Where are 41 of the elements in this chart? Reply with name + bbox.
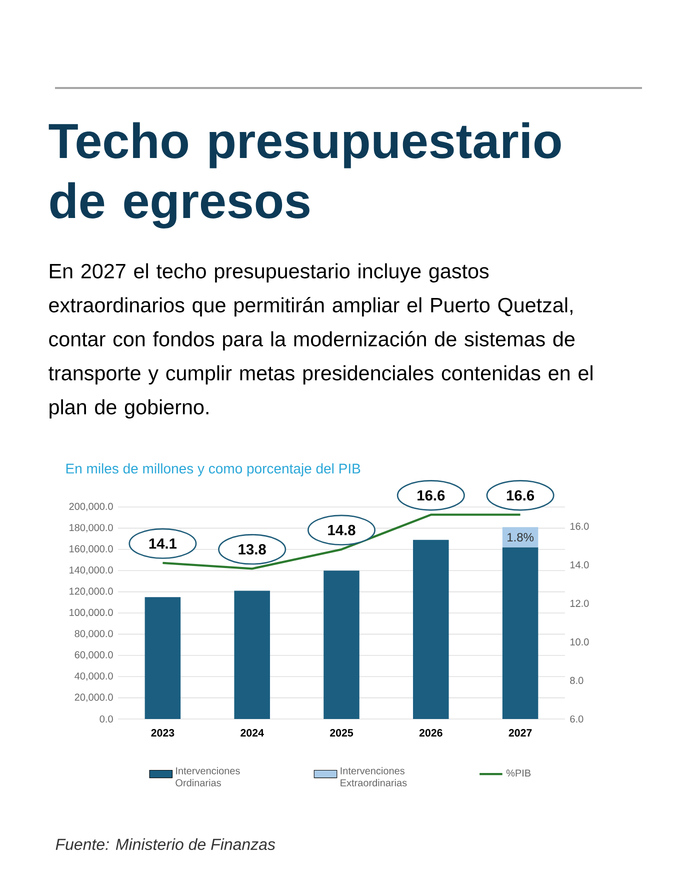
data-label: 13.8 xyxy=(238,544,266,555)
y2-tick-label: 16.0 xyxy=(570,522,589,530)
bar xyxy=(502,547,538,720)
legend-label: Intervenciones Ordinarias xyxy=(176,767,240,786)
text: En miles de millones y como porcentaje del PIB xyxy=(66,463,360,476)
bar xyxy=(144,597,181,720)
data-label: 14.8 xyxy=(328,524,356,536)
bar xyxy=(502,527,538,548)
y2-tick-label: 12.0 xyxy=(570,600,589,607)
x-tick-label: 2025 xyxy=(330,729,354,737)
y-tick-label: 40,000.0 xyxy=(74,672,113,681)
chart-subtitle: En 2027 el techo presupuestario incluye gastos extraordinarios que permitirán ampliar el Puerto Quetzal, contar con fondos para la modernización de sistemas de transporte y cumplir metas presidenciales contenidas en el plan de gobierno. xyxy=(48,263,592,419)
legend-label: %PIB xyxy=(506,770,531,777)
chart-title: Techo presupuestario de egresos xyxy=(48,122,561,228)
data-label: 16.6 xyxy=(418,490,445,501)
data-label: 16.6 xyxy=(506,490,534,501)
legend-label: Intervenciones Extraordinarias xyxy=(340,767,407,786)
y-tick-label: 200,000.0 xyxy=(69,502,113,512)
y-tick-label: 160,000.0 xyxy=(70,545,113,554)
x-tick-label: 2026 xyxy=(419,729,442,737)
x-tick-label: 2023 xyxy=(151,729,174,737)
data-label: 14.1 xyxy=(149,538,177,549)
annotation: 1.8% xyxy=(508,532,534,542)
y-tick-label: 80,000.0 xyxy=(74,630,113,638)
y2-tick-label: 10.0 xyxy=(570,638,589,646)
y-tick-label: 180,000.0 xyxy=(70,524,113,532)
y-tick-label: 60,000.0 xyxy=(74,651,113,660)
y-tick-label: 20,000.0 xyxy=(74,694,113,702)
bar xyxy=(413,540,449,720)
x-tick-label: 2027 xyxy=(508,729,532,737)
y-tick-label: 140,000.0 xyxy=(70,566,113,575)
y2-tick-label: 14.0 xyxy=(570,561,589,568)
y2-tick-label: 6.0 xyxy=(570,715,584,723)
y-tick-label: 120,000.0 xyxy=(70,588,113,596)
y-tick-label: 0.0 xyxy=(100,715,113,723)
x-tick-label: 2024 xyxy=(240,729,264,737)
y2-tick-label: 8.0 xyxy=(570,676,584,684)
y-tick-label: 100,000.0 xyxy=(70,608,113,618)
bar xyxy=(324,570,360,720)
bar xyxy=(234,590,270,720)
text: Fuente: Ministerio de Finanzas xyxy=(56,838,276,850)
